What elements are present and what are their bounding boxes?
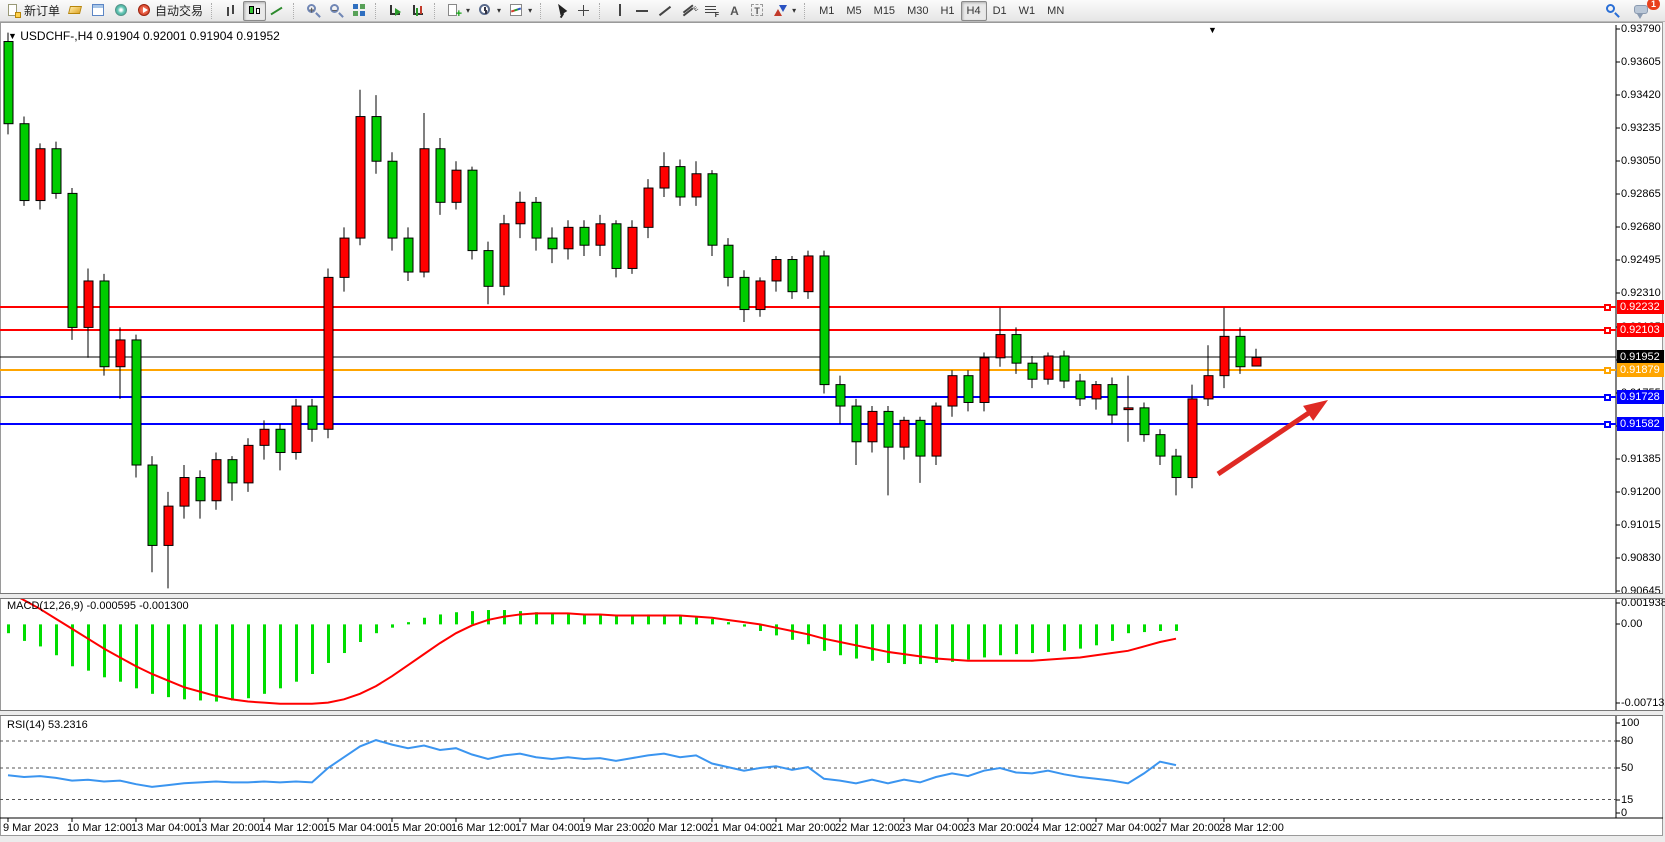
signal-icon: [114, 3, 129, 18]
community-button[interactable]: 1: [1630, 0, 1660, 21]
autotrade-button[interactable]: 自动交易: [133, 1, 207, 21]
toolbar-separator: [375, 2, 380, 19]
text-label-button[interactable]: [746, 1, 769, 21]
dropdown-caret-icon[interactable]: ▾: [466, 6, 471, 15]
toolbar-right: 1: [1601, 0, 1660, 21]
toolbar-separator: [293, 2, 298, 19]
chart-shift-button[interactable]: [407, 1, 430, 21]
gold-icon: [68, 3, 83, 18]
notification-badge: 1: [1646, 0, 1660, 10]
dropdown-caret-icon[interactable]: ▾: [497, 6, 502, 15]
line-chart-button[interactable]: [266, 1, 289, 21]
timeframe-d1[interactable]: D1: [992, 4, 1007, 17]
text-button[interactable]: [723, 1, 746, 21]
arrows-icon: [773, 3, 788, 18]
timeframe-m5[interactable]: M5: [846, 4, 862, 17]
candlestick-chart-button[interactable]: [243, 0, 267, 21]
periods-icon: [478, 3, 493, 18]
chart-window-button[interactable]: [87, 1, 110, 21]
crosshair-button[interactable]: [572, 1, 595, 21]
tile-icon: [352, 3, 367, 18]
horizontal-line-button[interactable]: [631, 1, 654, 21]
templates-button[interactable]: ▾: [505, 1, 536, 21]
search-button[interactable]: [1601, 1, 1624, 21]
text-label-icon: [750, 3, 765, 18]
periods-button[interactable]: ▾: [474, 1, 505, 21]
timeframe-m15[interactable]: M15: [873, 4, 896, 17]
toolbar-separator: [434, 2, 439, 19]
timeframe-h4[interactable]: H4: [960, 0, 987, 21]
search-icon: [1605, 3, 1620, 18]
bar-chart-icon: [224, 3, 239, 18]
zoom-out-icon: [329, 3, 344, 18]
fibonacci-button[interactable]: [700, 1, 723, 21]
new-order-button[interactable]: 新订单: [2, 1, 64, 21]
auto-scroll-icon: [388, 3, 403, 18]
candle-chart-icon: [247, 3, 262, 18]
toolbar-separator: [211, 2, 216, 19]
toolbar-separator: [804, 2, 809, 19]
timeframe-w1[interactable]: W1: [1018, 4, 1036, 17]
zoom-out-button[interactable]: [325, 1, 348, 21]
auto-scroll-button[interactable]: [384, 1, 407, 21]
new-chart-icon: [447, 3, 462, 20]
bar-chart-button[interactable]: [220, 1, 243, 21]
toolbar: 新订单 自动交易 ▾ ▾ ▾ ▾ M1 M5 M15 M30 H1 H4 D1 W1 MN 1: [0, 0, 1665, 22]
cursor-button[interactable]: [549, 1, 572, 21]
cursor-icon: [553, 3, 568, 18]
vertical-line-button[interactable]: [608, 1, 631, 21]
timeframe-m30[interactable]: M30: [907, 4, 929, 17]
equidistant-channel-button[interactable]: [677, 1, 700, 21]
text-icon: [727, 3, 742, 18]
chart-window-icon: [91, 3, 106, 18]
zoom-in-button[interactable]: [302, 1, 325, 21]
new-chart-button[interactable]: ▾: [443, 1, 474, 21]
crosshair-icon: [576, 3, 591, 18]
tile-windows-button[interactable]: [348, 1, 371, 21]
new-order-button-label: 新订单: [24, 4, 61, 18]
zoom-in-icon: [306, 3, 321, 18]
templates-icon: [509, 3, 524, 18]
hline-icon: [635, 3, 650, 18]
new-order-icon: [6, 3, 21, 18]
chart-shift-icon: [411, 3, 426, 18]
dropdown-caret-icon[interactable]: ▾: [528, 6, 533, 15]
signal-button[interactable]: [110, 1, 133, 21]
arrows-button[interactable]: ▾: [769, 1, 800, 21]
toolbar-separator: [599, 2, 604, 19]
line-chart-icon: [270, 3, 285, 18]
toolbar-separator: [540, 2, 545, 19]
channel-icon: [681, 3, 696, 18]
fibo-icon: [704, 3, 719, 19]
dropdown-caret-icon[interactable]: ▾: [792, 6, 797, 15]
autotrade-icon: [137, 3, 152, 18]
gold-button[interactable]: [64, 1, 87, 21]
chart-window[interactable]: [0, 22, 1663, 836]
trendline-button[interactable]: [654, 1, 677, 21]
chat-bubble-icon: [1634, 3, 1651, 19]
vline-icon: [612, 3, 627, 18]
timeframe-h1[interactable]: H1: [940, 4, 955, 17]
trendline-icon: [658, 3, 673, 18]
timeframe-m1[interactable]: M1: [819, 4, 835, 17]
autotrade-button-label: 自动交易: [155, 4, 204, 18]
timeframe-mn[interactable]: MN: [1047, 4, 1065, 17]
timeframe-group: M1 M5 M15 M30 H1 H4 D1 W1 MN: [813, 0, 1070, 21]
